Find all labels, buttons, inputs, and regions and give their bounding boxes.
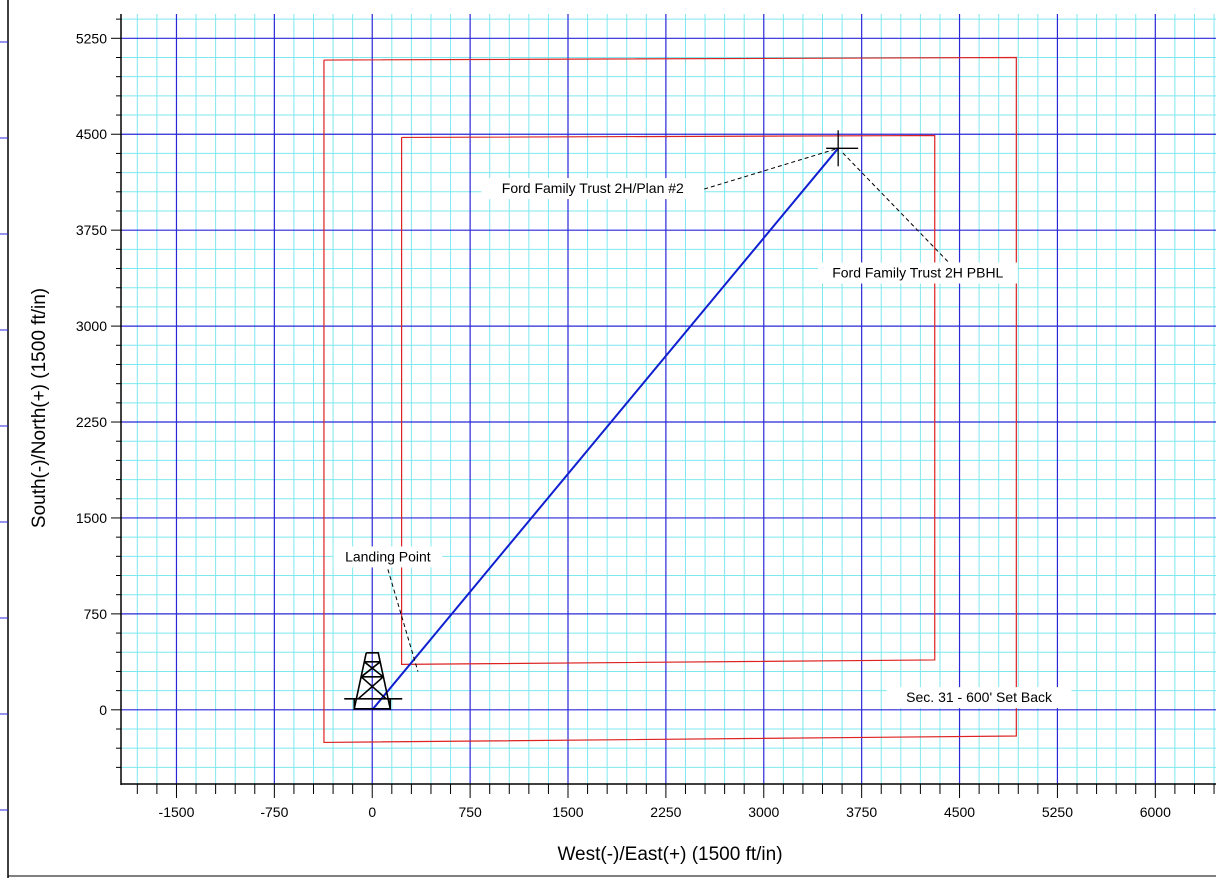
annotation-label: Landing Point [345, 548, 431, 564]
x-tick-label: 750 [458, 804, 482, 820]
x-tick-label: 6000 [1140, 804, 1171, 820]
annotation-label-background [481, 178, 705, 200]
y-axis-label: South(-)/North(+) (1500 ft/in) [29, 288, 50, 528]
annotation-leader-line [387, 569, 419, 672]
axes: -1500 -750 0 750 1500 2250 3000 3750 4500 5250 600… [76, 14, 1216, 820]
wellpath-series [371, 147, 839, 711]
x-tick-label: 3000 [748, 804, 779, 820]
y-tick-label: 750 [84, 606, 108, 622]
annotation-pbhl: Ford Family Trust 2H PBHL [817, 151, 1018, 284]
x-axis-label: West(-)/East(+) (1500 ft/in) [557, 844, 782, 865]
x-tick-label: -750 [260, 804, 288, 820]
annotation-label: Ford Family Trust 2H PBHL [832, 264, 1003, 280]
x-tick-label: 1500 [552, 804, 583, 820]
y-tick-label: 4500 [76, 126, 107, 142]
oil-rig-icon [344, 652, 403, 710]
section-setback-boundary [323, 56, 1017, 744]
annotation-label-background [886, 687, 1072, 709]
y-tick-label: 3000 [76, 318, 107, 334]
left-strip-ticks [0, 41, 8, 811]
plot-area: Landing Point Ford Family Trust 2H/Plan #… [121, 14, 1216, 784]
y-tick-label: 5250 [76, 30, 107, 46]
annotation-label-background [333, 546, 443, 568]
annotation-leader-line [841, 151, 949, 262]
y-tick-label: 1500 [76, 510, 107, 526]
annotation-label: Sec. 31 - 600' Set Back [906, 689, 1053, 705]
wellpath-line [371, 147, 839, 711]
x-tick-label: 4500 [944, 804, 975, 820]
y-tick-label: 3750 [76, 222, 107, 238]
x-tick-label: -1500 [159, 804, 195, 820]
annotation-setback: Sec. 31 - 600' Set Back [886, 687, 1072, 709]
annotation-plan: Ford Family Trust 2H/Plan #2 [481, 147, 839, 200]
annotation-label-background [817, 262, 1018, 284]
y-tick-label: 2250 [76, 414, 107, 430]
y-tick-label: 0 [99, 702, 107, 718]
major-grid [121, 14, 1216, 784]
x-tick-label: 0 [368, 804, 376, 820]
hardline-boundary [401, 134, 936, 666]
x-tick-label: 3750 [846, 804, 877, 820]
markers [344, 130, 859, 710]
x-tick-label: 5250 [1042, 804, 1073, 820]
annotations: Landing Point Ford Family Trust 2H/Plan #… [333, 147, 1072, 709]
lease-boundaries [323, 56, 1017, 744]
annotation-landing-point: Landing Point [333, 546, 443, 672]
plot-background [121, 14, 1216, 784]
annotation-label: Ford Family Trust 2H/Plan #2 [502, 180, 684, 196]
annotation-leader-line [704, 147, 839, 190]
x-tick-label: 2250 [650, 804, 681, 820]
